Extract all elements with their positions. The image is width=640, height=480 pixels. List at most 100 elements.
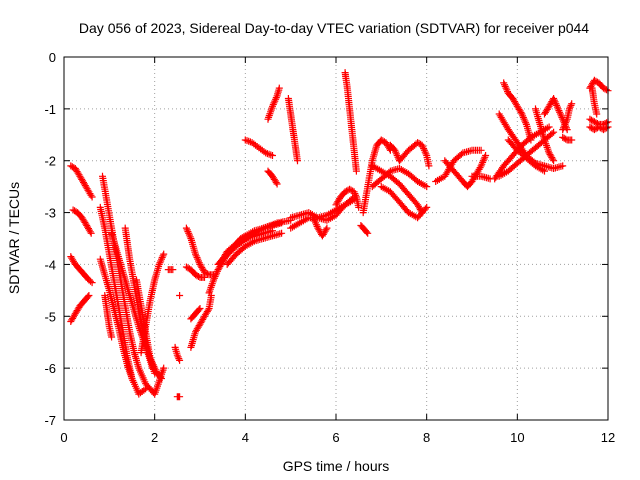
data-point-marks (377, 183, 431, 222)
data-point-marks (284, 95, 301, 165)
chart-title: Day 056 of 2023, Sidereal Day-to-day VTE… (79, 20, 589, 36)
series-s33 (332, 185, 363, 211)
y-tick-label: -6 (44, 361, 56, 376)
data-point-marks (69, 206, 95, 237)
data-point-marks (357, 222, 372, 237)
series-s14 (173, 393, 184, 401)
y-tick-label: -7 (44, 413, 56, 428)
series-s37 (368, 165, 431, 191)
series-s16 (176, 292, 184, 299)
grid (64, 57, 608, 420)
data-point-marks (241, 136, 276, 159)
data-point-marks (182, 224, 218, 279)
data-point-marks (223, 229, 286, 268)
data-point-marks (368, 165, 431, 191)
x-axis-label: GPS time / hours (283, 458, 390, 474)
data-point-marks (588, 84, 601, 118)
data-point-marks (67, 162, 96, 201)
series-s25 (241, 136, 276, 159)
series-s26 (264, 167, 281, 188)
data-point-marks (264, 84, 283, 123)
y-tick-label: 0 (49, 50, 56, 65)
data-point-marks (359, 136, 394, 217)
y-axis-label: SDTVAR / TECUs (6, 182, 22, 294)
data-point-marks (171, 343, 184, 364)
data-point-marks (341, 69, 360, 175)
y-tick-label: -2 (44, 154, 56, 169)
data-point-marks (67, 292, 93, 325)
data-point-marks (504, 136, 548, 175)
series-s13 (164, 266, 177, 274)
data-point-marks (468, 172, 494, 183)
x-tick-label: 2 (151, 430, 158, 445)
series-s11 (133, 276, 159, 377)
data-point-marks (386, 141, 403, 165)
data-point-marks (96, 255, 136, 382)
series-s17 (187, 292, 215, 351)
series-s20 (182, 263, 208, 281)
series-s4 (67, 292, 93, 325)
data-point-marks (309, 214, 331, 240)
series-s31 (309, 214, 331, 240)
series-s32 (341, 69, 360, 175)
series-s23 (223, 229, 286, 268)
series-s28 (284, 95, 301, 165)
series-s19 (182, 224, 218, 279)
data-point-marks (164, 266, 177, 274)
series-s56 (588, 84, 601, 118)
y-tick-label: -3 (44, 206, 56, 221)
y-axis: 0 -1 -2 -3 -4 -5 -6 -7 (44, 50, 608, 428)
data-marks (67, 69, 612, 401)
series-s6 (96, 255, 136, 382)
series-s48 (504, 136, 548, 175)
series-s35 (359, 136, 394, 217)
series-s39 (396, 139, 433, 170)
series-s44 (500, 79, 535, 144)
series-s18 (187, 305, 204, 323)
data-point-marks (176, 292, 184, 299)
series-s52 (559, 133, 576, 144)
series-s55 (586, 123, 612, 134)
data-point-marks (173, 393, 184, 401)
data-point-marks (332, 185, 363, 211)
series-s43 (468, 172, 494, 183)
series-s38 (377, 183, 431, 222)
series-s24 (219, 216, 295, 263)
series-s1 (67, 162, 96, 201)
data-point-marks (137, 250, 168, 357)
data-point-marks (264, 167, 281, 188)
x-tick-label: 0 (60, 430, 67, 445)
data-point-marks (133, 276, 159, 377)
series-s15 (171, 343, 184, 364)
y-tick-label: -5 (44, 309, 56, 324)
data-point-marks (182, 263, 208, 281)
series-s27 (264, 84, 283, 123)
y-tick-label: -4 (44, 257, 56, 272)
x-tick-label: 10 (510, 430, 524, 445)
data-point-marks (500, 79, 535, 144)
y-tick-label: -1 (44, 102, 56, 117)
data-point-marks (586, 123, 612, 134)
data-point-marks (187, 305, 204, 323)
x-axis: 0 2 4 6 8 10 12 (60, 57, 615, 445)
x-tick-label: 8 (423, 430, 430, 445)
data-point-marks (67, 253, 96, 287)
x-tick-label: 12 (601, 430, 615, 445)
series-s51 (559, 100, 576, 134)
x-tick-label: 4 (242, 430, 249, 445)
series-s49 (532, 105, 558, 165)
series-s12 (137, 250, 168, 357)
series-s2 (69, 206, 95, 237)
data-point-marks (187, 292, 215, 351)
data-point-marks (559, 100, 576, 134)
series-s34 (357, 222, 372, 237)
data-point-marks (287, 193, 358, 224)
series-s3 (67, 253, 96, 287)
data-point-marks (532, 105, 558, 165)
data-point-marks (101, 292, 116, 341)
x-tick-label: 6 (332, 430, 339, 445)
series-s7 (101, 292, 116, 341)
data-point-marks (559, 133, 576, 144)
data-point-marks (219, 216, 295, 263)
